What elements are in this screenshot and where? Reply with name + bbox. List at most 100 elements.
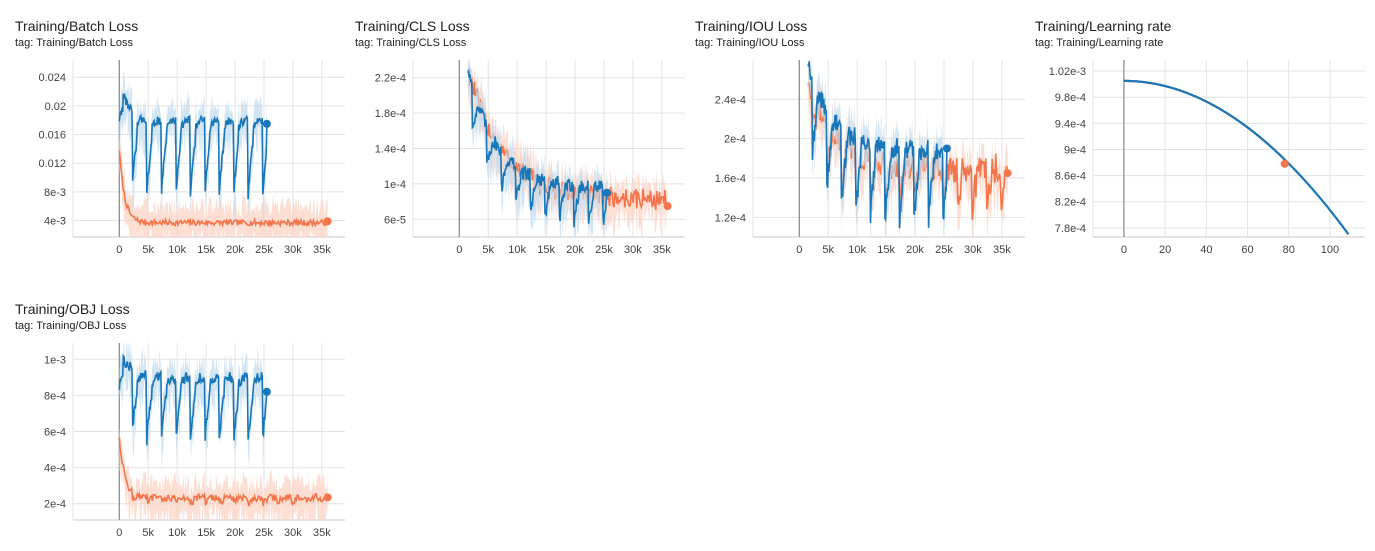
y-tick-label: 4e-4 xyxy=(44,463,66,475)
blue-series-endpoint[interactable] xyxy=(262,119,271,128)
x-tick-label: 30k xyxy=(284,244,302,256)
y-tick-label: 4e-3 xyxy=(44,216,66,228)
blue-series-endpoint[interactable] xyxy=(942,144,951,153)
y-tick-label: 2.4e-4 xyxy=(715,94,746,106)
chart-plot: 2e-4 4e-4 6e-4 8e-4 1e-3 0 5k 10k 15k 20k 25k 30k 35… xyxy=(44,343,345,539)
x-tick-label: 30k xyxy=(624,244,642,256)
chart-tag: tag: Training/Learning rate xyxy=(1035,37,1164,49)
x-tick-label: 0 xyxy=(456,244,462,256)
blue-series-band xyxy=(468,60,607,237)
orange-series-band xyxy=(119,140,328,237)
orange-series-endpoint[interactable] xyxy=(663,202,672,211)
x-tick-label: 5k xyxy=(142,527,154,539)
orange-series-endpoint[interactable] xyxy=(323,493,332,502)
y-tick-label: 1.02e-3 xyxy=(1049,66,1086,78)
chart-title: Training/OBJ Loss xyxy=(15,301,130,317)
x-tick-label: 40 xyxy=(1200,244,1212,256)
x-tick-label: 5k xyxy=(822,244,834,256)
x-tick-label: 35k xyxy=(313,527,331,539)
y-tick-label: 1.2e-4 xyxy=(715,212,746,224)
blue-series-line xyxy=(1123,79,1350,236)
x-tick-label: 15k xyxy=(197,527,215,539)
y-tick-label: 8.2e-4 xyxy=(1055,197,1086,209)
chart-tag: tag: Training/OBJ Loss xyxy=(15,320,127,332)
orange-series-line xyxy=(118,150,329,229)
y-tick-label: 1.8e-4 xyxy=(375,108,406,120)
y-tick-label: 2e-4 xyxy=(724,134,746,146)
x-tick-label: 0 xyxy=(116,527,122,539)
x-tick-label: 30k xyxy=(284,527,302,539)
chart-plot: 1.2e-4 1.6e-4 2e-4 2.4e-4 0 5k 10k 15k 20k 25k 30k… xyxy=(715,60,1025,256)
y-tick-label: 9e-4 xyxy=(1064,144,1086,156)
x-tick-label: 20k xyxy=(906,244,924,256)
x-tick-label: 25k xyxy=(935,244,953,256)
blue-series-endpoint[interactable] xyxy=(602,188,611,197)
x-tick-label: 35k xyxy=(313,244,331,256)
x-tick-label: 5k xyxy=(482,244,494,256)
y-tick-label: 0.012 xyxy=(38,158,66,170)
chart-tag: tag: Training/CLS Loss xyxy=(355,37,467,49)
series-group xyxy=(807,60,1009,237)
chart-title: Training/Learning rate xyxy=(1035,18,1172,34)
chart-card: Training/CLS Loss tag: Training/CLS Loss… xyxy=(355,18,695,268)
y-tick-label: 9.4e-4 xyxy=(1055,118,1086,130)
chart-tag: tag: Training/IOU Loss xyxy=(695,37,805,49)
chart-tag: tag: Training/Batch Loss xyxy=(15,37,134,49)
chart-plot: 4e-3 8e-3 0.012 0.016 0.02 0.024 0 5k 10k 15k 20k 2… xyxy=(38,60,345,256)
x-tick-label: 20k xyxy=(566,244,584,256)
x-tick-label: 10k xyxy=(168,244,186,256)
orange-series-band xyxy=(119,426,328,520)
chart-title: Training/Batch Loss xyxy=(15,18,139,34)
x-tick-label: 15k xyxy=(537,244,555,256)
y-tick-label: 1e-3 xyxy=(44,354,66,366)
x-tick-label: 30k xyxy=(964,244,982,256)
chart-plot: 6e-5 1e-4 1.4e-4 1.8e-4 2.2e-4 0 5k 10k 15k 20k 25… xyxy=(375,60,685,256)
x-tick-label: 25k xyxy=(255,527,273,539)
y-tick-label: 2e-4 xyxy=(44,499,66,511)
chart-title: Training/IOU Loss xyxy=(695,18,808,34)
y-tick-label: 1e-4 xyxy=(384,179,406,191)
series-group xyxy=(118,343,329,520)
chart-card: Training/Batch Loss tag: Training/Batch … xyxy=(15,18,355,268)
y-tick-label: 9.8e-4 xyxy=(1055,92,1086,104)
orange-series-line xyxy=(1123,79,1286,164)
series-group xyxy=(1123,79,1350,236)
x-tick-label: 15k xyxy=(197,244,215,256)
series-group xyxy=(467,60,669,237)
y-tick-label: 2.2e-4 xyxy=(375,73,406,85)
y-tick-label: 8e-3 xyxy=(44,187,66,199)
x-tick-label: 10k xyxy=(848,244,866,256)
y-tick-label: 6e-4 xyxy=(44,427,66,439)
x-tick-label: 15k xyxy=(877,244,895,256)
x-tick-label: 0 xyxy=(1121,244,1127,256)
blue-series-line xyxy=(467,69,608,228)
y-tick-label: 0.024 xyxy=(38,72,66,84)
x-tick-label: 25k xyxy=(595,244,613,256)
x-tick-label: 10k xyxy=(508,244,526,256)
y-tick-label: 1.4e-4 xyxy=(375,144,406,156)
y-tick-label: 0.02 xyxy=(45,101,66,113)
orange-series-line xyxy=(467,67,669,210)
orange-series-endpoint[interactable] xyxy=(323,217,332,226)
x-tick-label: 20k xyxy=(226,527,244,539)
x-tick-label: 5k xyxy=(142,244,154,256)
x-tick-label: 0 xyxy=(796,244,802,256)
orange-series-endpoint[interactable] xyxy=(1003,169,1012,178)
chart-card: Training/IOU Loss tag: Training/IOU Loss… xyxy=(695,18,1035,268)
blue-series-endpoint[interactable] xyxy=(262,387,271,396)
y-tick-label: 1.6e-4 xyxy=(715,173,746,185)
x-tick-label: 80 xyxy=(1283,244,1295,256)
chart-card: Training/OBJ Loss tag: Training/OBJ Loss… xyxy=(15,301,355,551)
chart-title: Training/CLS Loss xyxy=(355,18,470,34)
y-tick-label: 7.8e-4 xyxy=(1055,223,1086,235)
y-tick-label: 8.6e-4 xyxy=(1055,171,1086,183)
y-tick-label: 8e-4 xyxy=(44,390,66,402)
orange-series-line xyxy=(118,436,329,507)
blue-series-line xyxy=(118,353,268,446)
y-tick-label: 6e-5 xyxy=(384,214,406,226)
chart-plot: 7.8e-4 8.2e-4 8.6e-4 9e-4 9.4e-4 9.8e-4 1.02e-… xyxy=(1049,60,1365,256)
x-tick-label: 10k xyxy=(168,527,186,539)
x-tick-label: 0 xyxy=(116,244,122,256)
orange-series-endpoint[interactable] xyxy=(1280,159,1289,168)
x-tick-label: 35k xyxy=(653,244,671,256)
